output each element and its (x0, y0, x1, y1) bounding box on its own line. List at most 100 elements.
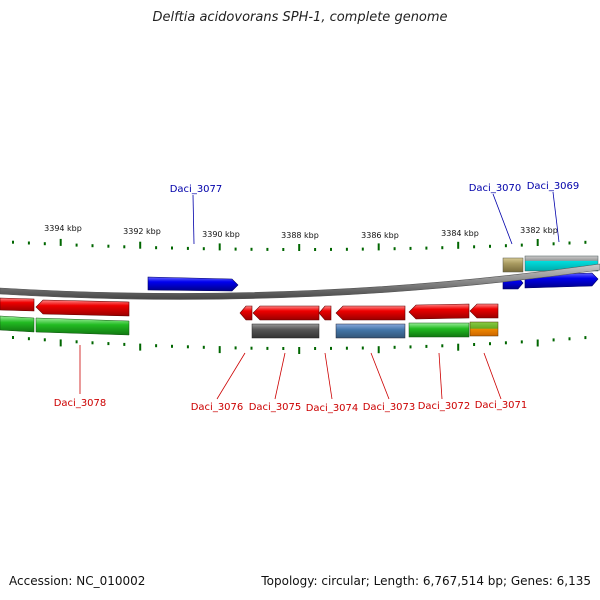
scale-tick-minor (552, 338, 555, 342)
gene-daci-3077-arrow[interactable] (147, 276, 239, 292)
genome-backbone (0, 263, 600, 300)
scale-label-3392: 3392 kbp (123, 227, 161, 236)
scale-tick-minor (266, 346, 269, 350)
scale-tick-minor (568, 337, 571, 341)
gene-label-daci-3077[interactable]: Daci_3077 (170, 184, 223, 195)
scale-tick-major (298, 244, 301, 251)
scale-tick-minor (361, 346, 364, 350)
gene-daci-3071-arrow[interactable] (469, 303, 499, 319)
scale-tick-major (377, 346, 380, 354)
scale-tick-minor (91, 244, 94, 248)
scale-tick-minor (123, 245, 126, 249)
gene-label-daci-3078[interactable]: Daci_3078 (54, 398, 107, 409)
gene-daci-3079-arrow[interactable] (0, 297, 35, 312)
scale-labels: 3394 kbp 3392 kbp 3390 kbp 3388 kbp 3386… (44, 224, 558, 240)
gene-daci-3072-arrow[interactable] (408, 303, 470, 320)
scale-tick-minor (12, 240, 14, 244)
scale-tick-minor (584, 336, 587, 340)
scale-tick-major (218, 346, 221, 354)
scale-ticks-bottom (12, 336, 587, 354)
gene-label-daci-3071[interactable]: Daci_3071 (475, 400, 528, 411)
scale-tick-minor (345, 346, 348, 350)
scale-tick-minor (27, 241, 30, 245)
scale-tick-minor (584, 240, 587, 244)
scale-tick-major (218, 243, 221, 251)
scale-tick-minor (186, 345, 189, 349)
scale-tick-minor (107, 342, 110, 346)
scale-tick-minor (473, 343, 476, 346)
scale-label-3384: 3384 kbp (441, 229, 479, 238)
scale-tick-minor (282, 347, 285, 350)
cog-block-3072 (408, 322, 470, 338)
scale-label-3390: 3390 kbp (202, 230, 240, 239)
gene-label-daci-3070[interactable]: Daci_3070 (469, 183, 522, 194)
gene-daci-3073-arrow[interactable] (335, 305, 406, 321)
scale-tick-minor (314, 248, 317, 251)
scale-tick-minor (107, 244, 110, 248)
scale-label-3382: 3382 kbp (520, 226, 558, 235)
cog-block-3079 (0, 315, 35, 333)
scale-tick-minor (234, 346, 237, 350)
scale-tick-minor (91, 341, 94, 345)
reverse-strand-features (0, 297, 499, 339)
scale-tick-minor (155, 344, 158, 348)
scale-tick-major (457, 343, 460, 351)
scale-tick-minor (123, 342, 126, 346)
cog-block-3078 (35, 317, 130, 336)
scale-tick-minor (568, 241, 571, 245)
scale-tick-minor (361, 247, 364, 251)
scale-tick-minor (234, 247, 237, 251)
scale-tick-minor (504, 244, 507, 248)
gene-label-daci-3072[interactable]: Daci_3072 (418, 401, 471, 412)
label-leader-lines (79, 191, 560, 400)
scale-tick-major (139, 343, 142, 351)
scale-tick-minor (425, 246, 428, 250)
scale-tick-minor (393, 247, 396, 251)
scale-label-3386: 3386 kbp (361, 231, 399, 240)
scale-tick-minor (473, 245, 476, 249)
gene-label-daci-3075[interactable]: Daci_3075 (249, 402, 302, 413)
scale-tick-major (536, 239, 539, 246)
scale-label-3394: 3394 kbp (44, 224, 82, 233)
scale-tick-minor (43, 242, 46, 246)
scale-tick-minor (314, 347, 317, 350)
cog-block-3075 (251, 323, 320, 339)
scale-tick-minor (345, 247, 348, 251)
scale-tick-minor (489, 342, 491, 346)
cog-block-3071 (469, 321, 499, 337)
gene-label-daci-3074[interactable]: Daci_3074 (306, 403, 359, 414)
gene-daci-3074-arrow[interactable] (318, 305, 332, 321)
scale-tick-minor (425, 344, 428, 348)
scale-tick-minor (520, 340, 523, 344)
gene-daci-3075-arrow[interactable] (252, 305, 320, 321)
accession-text: Accession: NC_010002 (9, 574, 146, 588)
forward-gene-labels: Daci_3077 Daci_3070 Daci_3069 (170, 181, 580, 195)
scale-tick-minor (75, 243, 78, 247)
scale-tick-minor (250, 346, 253, 350)
scale-tick-minor (202, 247, 205, 251)
gene-daci-3076-arrow[interactable] (239, 305, 253, 321)
scale-tick-minor (441, 246, 444, 250)
map-title: Delftia acidovorans SPH-1, complete geno… (152, 10, 448, 25)
scale-tick-minor (155, 246, 158, 250)
gene-label-daci-3076[interactable]: Daci_3076 (191, 402, 244, 413)
scale-tick-minor (520, 243, 523, 247)
scale-tick-minor (282, 248, 285, 251)
scale-tick-minor (266, 247, 269, 251)
scale-tick-minor (409, 246, 412, 250)
gene-label-daci-3069[interactable]: Daci_3069 (527, 181, 580, 192)
scale-tick-minor (12, 336, 14, 339)
gene-daci-3078-arrow[interactable] (35, 299, 130, 317)
scale-label-3388: 3388 kbp (281, 231, 319, 240)
scale-tick-major (139, 241, 142, 249)
scale-tick-minor (186, 246, 189, 250)
gene-label-daci-3073[interactable]: Daci_3073 (363, 402, 416, 413)
scale-tick-major (59, 238, 62, 246)
scale-tick-minor (75, 340, 78, 344)
scale-tick-minor (441, 344, 444, 348)
scale-tick-major (457, 241, 460, 249)
scale-tick-minor (171, 246, 173, 250)
scale-tick-major (377, 243, 380, 251)
cog-block-3070 (502, 257, 524, 273)
